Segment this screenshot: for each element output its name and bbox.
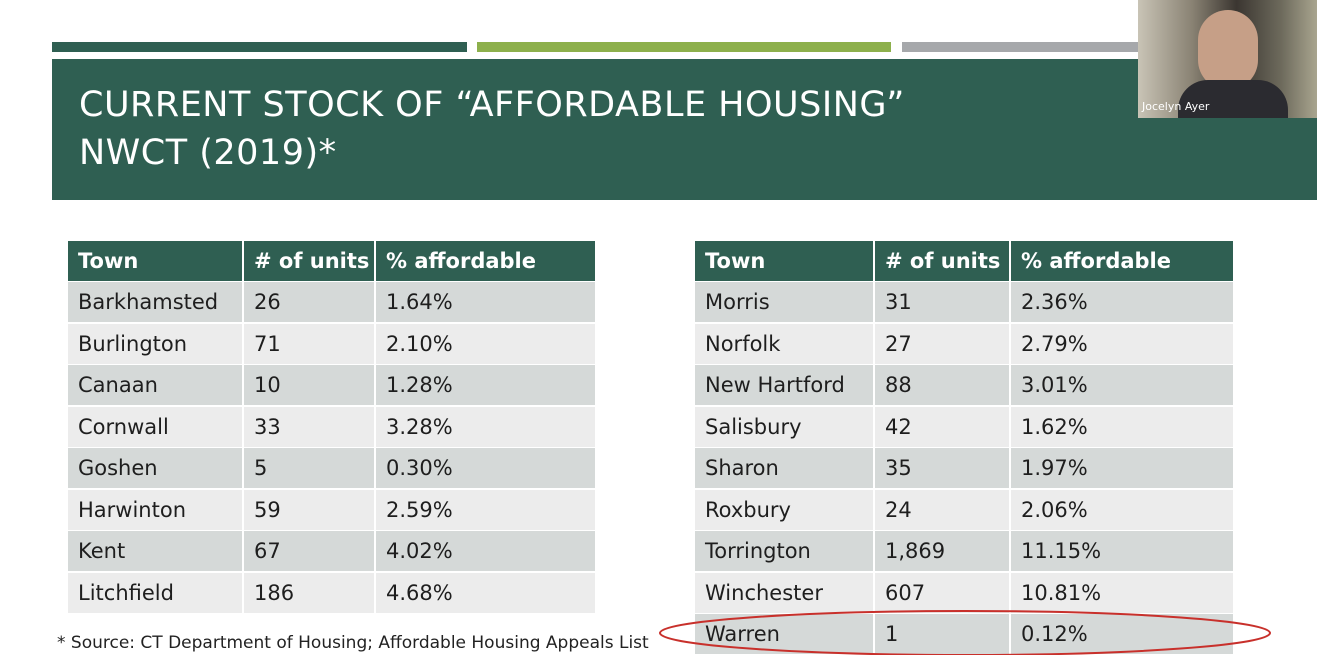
table-cell: Salisbury bbox=[695, 406, 875, 447]
table-cell: 4.02% bbox=[376, 531, 597, 571]
table-cell: Harwinton bbox=[68, 489, 244, 530]
table-cell: Morris bbox=[695, 282, 875, 322]
table-cell: Warren bbox=[695, 614, 875, 654]
participant-head bbox=[1198, 10, 1258, 90]
column-header: % affordable bbox=[376, 241, 597, 281]
table-cell: 186 bbox=[244, 572, 376, 613]
table-cell: 1.62% bbox=[1011, 406, 1235, 447]
table-cell: 42 bbox=[875, 406, 1011, 447]
table-cell: 27 bbox=[875, 323, 1011, 364]
title-band bbox=[52, 59, 1317, 200]
column-header: Town bbox=[695, 241, 875, 281]
table-cell: 3.01% bbox=[1011, 365, 1235, 405]
table-cell: 24 bbox=[875, 489, 1011, 530]
accent-bar bbox=[52, 42, 467, 52]
footnote: * Source: CT Department of Housing; Affo… bbox=[57, 633, 649, 653]
table-cell: Goshen bbox=[68, 448, 244, 488]
table-cell: 67 bbox=[244, 531, 376, 571]
table-cell: New Hartford bbox=[695, 365, 875, 405]
column-header: # of units bbox=[244, 241, 376, 281]
table-cell: 4.68% bbox=[376, 572, 597, 613]
table-cell: 2.59% bbox=[376, 489, 597, 530]
table-cell: Torrington bbox=[695, 531, 875, 571]
table-cell: 3.28% bbox=[376, 406, 597, 447]
column-header: # of units bbox=[875, 241, 1011, 281]
table-cell: Norfolk bbox=[695, 323, 875, 364]
table-cell: Winchester bbox=[695, 572, 875, 613]
table-cell: 59 bbox=[244, 489, 376, 530]
slide-title: CURRENT STOCK OF “AFFORDABLE HOUSING” bbox=[79, 85, 905, 125]
table-cell: 2.36% bbox=[1011, 282, 1235, 322]
table-cell: Canaan bbox=[68, 365, 244, 405]
table-cell: 11.15% bbox=[1011, 531, 1235, 571]
participant-name: Jocelyn Ayer bbox=[1142, 100, 1210, 113]
table-cell: Kent bbox=[68, 531, 244, 571]
table-cell: 1 bbox=[875, 614, 1011, 654]
table-cell: Litchfield bbox=[68, 572, 244, 613]
column-header: % affordable bbox=[1011, 241, 1235, 281]
table-cell: 88 bbox=[875, 365, 1011, 405]
table-cell: 2.10% bbox=[376, 323, 597, 364]
table-cell: 2.06% bbox=[1011, 489, 1235, 530]
column-header: Town bbox=[68, 241, 244, 281]
table-cell: 1.97% bbox=[1011, 448, 1235, 488]
table-cell: 26 bbox=[244, 282, 376, 322]
video-thumbnail: Jocelyn Ayer bbox=[1138, 0, 1317, 118]
participant-body bbox=[1178, 80, 1288, 118]
table-cell: 35 bbox=[875, 448, 1011, 488]
table-cell: 10 bbox=[244, 365, 376, 405]
table-cell: Roxbury bbox=[695, 489, 875, 530]
table-cell: Sharon bbox=[695, 448, 875, 488]
slide-title: NWCT (2019)* bbox=[79, 133, 337, 173]
table-cell: Cornwall bbox=[68, 406, 244, 447]
accent-bar bbox=[477, 42, 891, 52]
table-cell: 607 bbox=[875, 572, 1011, 613]
table-cell: 1.64% bbox=[376, 282, 597, 322]
table-cell: Burlington bbox=[68, 323, 244, 364]
table-cell: 31 bbox=[875, 282, 1011, 322]
accent-bar bbox=[902, 42, 1140, 52]
table-cell: 5 bbox=[244, 448, 376, 488]
table-cell: 10.81% bbox=[1011, 572, 1235, 613]
table-cell: 33 bbox=[244, 406, 376, 447]
highlight-ellipse bbox=[659, 610, 1271, 655]
table-cell: 2.79% bbox=[1011, 323, 1235, 364]
table-cell: 1.28% bbox=[376, 365, 597, 405]
table-cell: 71 bbox=[244, 323, 376, 364]
table-cell: 0.30% bbox=[376, 448, 597, 488]
table-cell: Barkhamsted bbox=[68, 282, 244, 322]
table-cell: 1,869 bbox=[875, 531, 1011, 571]
